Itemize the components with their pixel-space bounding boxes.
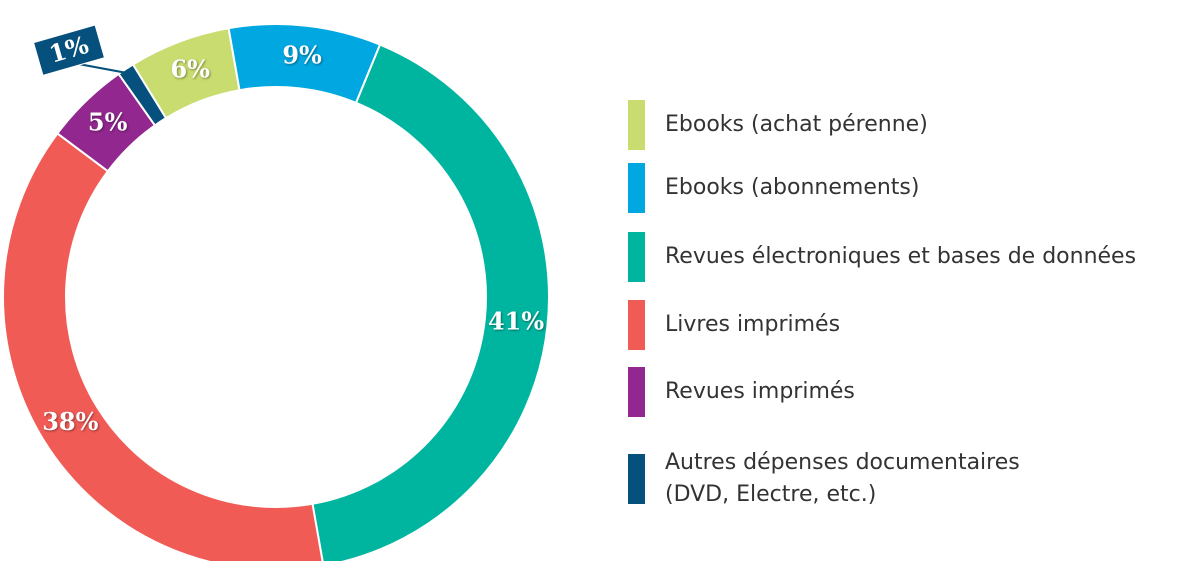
data-label: 38% [42,407,98,436]
legend-label: Livres imprimés [665,312,841,337]
legend-item: Revues imprimés [628,367,855,417]
legend-label: Ebooks (achat pérenne) [665,112,928,137]
legend-item: Autres dépenses documentaires (DVD, Elec… [628,447,1020,511]
donut-slice [2,132,324,561]
legend-label: Autres dépenses documentaires (DVD, Elec… [665,450,1020,507]
legend-item: Revues électroniques et bases de données [628,232,1136,282]
legend-swatch [628,100,645,150]
legend-swatch [628,367,645,417]
data-label: 9% [282,40,322,69]
legend-item: Livres imprimés [628,300,840,350]
callout-box [32,24,106,76]
donut-slice [117,63,168,127]
data-label: 41% [488,307,544,336]
legend-swatch [628,300,645,350]
legend-label: Ebooks (abonnements) [665,175,920,200]
legend-swatch [628,232,645,282]
data-label: 6% [170,55,210,84]
legend-label: Revues électroniques et bases de données [665,244,1137,269]
legend-item: Ebooks (achat pérenne) [628,100,928,150]
legend-swatch [628,163,645,213]
donut-slice [311,43,550,561]
legend-label: Revues imprimés [665,379,855,404]
legend-swatch [628,454,645,504]
legend: Ebooks (achat pérenne) Ebooks (abonnement… [628,0,1193,561]
callout: 1% [32,24,106,76]
data-label: 5% [88,107,128,136]
legend-item: Ebooks (abonnements) [628,163,919,213]
